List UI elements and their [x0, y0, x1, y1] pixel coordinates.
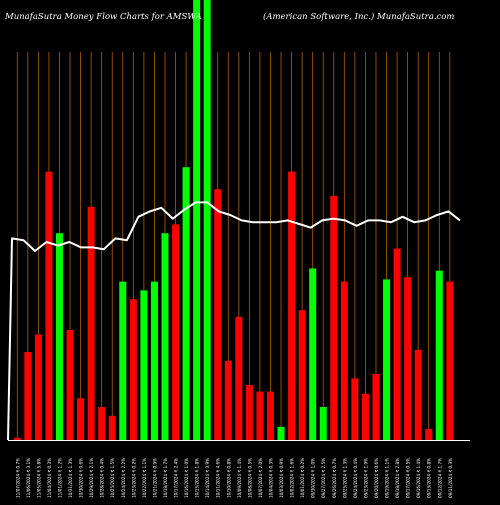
- x-tick-label: 10/21/2024 ₹ 0.9%: [152, 458, 157, 498]
- bar-down: [372, 374, 380, 440]
- x-tick-label: 09/25/2024 ₹ 1.3%: [342, 458, 347, 498]
- bar-up: [435, 270, 443, 440]
- x-tick-label: 09/30/2024 ₹ 1.0%: [311, 458, 316, 498]
- x-tick-label: 09/26/2024 ₹ 0.7%: [332, 458, 337, 498]
- bar-down: [214, 189, 222, 440]
- bar-up: [193, 0, 201, 440]
- bar-down: [340, 281, 348, 440]
- bar-down: [404, 277, 412, 440]
- bar-up: [55, 233, 63, 440]
- x-tick-label: 09/16/2024 ₹ 1.4%: [416, 458, 421, 498]
- bar-up: [277, 426, 285, 440]
- x-tick-label: 10/28/2024 ₹ 0.4%: [100, 458, 105, 498]
- bar-down: [414, 349, 422, 440]
- bar-up: [150, 281, 158, 440]
- x-tick-label: 10/11/2024 ₹ 4.6%: [216, 458, 221, 498]
- x-tick-label: 09/20/2024 ₹ 0.6%: [374, 458, 379, 498]
- bar-down: [45, 171, 53, 440]
- bar-down: [87, 206, 95, 440]
- x-tick-label: 10/18/2024 ₹ 1.7%: [163, 458, 168, 498]
- bar-down: [425, 429, 433, 440]
- x-tick-label: 10/07/2024 ₹ 2.0%: [258, 458, 263, 498]
- x-tick-labels: 11/07/2024 ₹ 0.7% 11/06/2024 ₹ 3.1% 11/05/…: [15, 458, 453, 498]
- bars: [13, 0, 454, 440]
- bar-up: [203, 0, 211, 440]
- x-tick-label: 10/14/2024 ₹ 3.9%: [205, 458, 210, 498]
- bar-up: [182, 167, 190, 440]
- x-tick-label: 09/23/2024 ₹ 1.9%: [363, 458, 368, 498]
- bar-down: [288, 171, 296, 440]
- x-tick-label: 10/16/2024 ₹ 1.0%: [184, 458, 189, 498]
- x-tick-label: 11/04/2024 ₹ 0.3%: [47, 458, 52, 498]
- chart-header-right: (American Software, Inc.) MunafaSutra.co…: [263, 12, 455, 22]
- bar-up: [319, 407, 327, 440]
- bar-up: [161, 233, 169, 440]
- bar-down: [446, 281, 454, 440]
- bar-down: [361, 393, 369, 440]
- x-tick-label: 09/11/2024 ₹ 0.3%: [448, 458, 453, 498]
- x-tick-label: 10/24/2024 ₹ 2.2%: [121, 458, 126, 498]
- x-tick-label: 10/15/2024 ₹ 1.8%: [195, 458, 200, 498]
- x-tick-label: 09/18/2024 ₹ 2.8%: [395, 458, 400, 498]
- bar-down: [13, 437, 21, 440]
- bar-down: [256, 391, 264, 440]
- bar-up: [309, 268, 317, 440]
- x-tick-label: 11/06/2024 ₹ 3.1%: [26, 458, 31, 498]
- x-tick-label: 10/10/2024 ₹ 0.8%: [226, 458, 231, 498]
- x-tick-label: 10/02/2024 ₹ 1.6%: [290, 458, 295, 498]
- x-tick-label: 09/19/2024 ₹ 1.1%: [385, 458, 390, 498]
- x-tick-label: 10/09/2024 ₹ 1.4%: [237, 458, 242, 498]
- bar-down: [98, 407, 106, 440]
- x-tick-label: 11/01/2024 ₹ 1.2%: [58, 458, 63, 498]
- x-tick-label: 11/07/2024 ₹ 0.7%: [15, 458, 20, 498]
- bar-up: [140, 290, 148, 440]
- x-tick-label: 09/27/2024 ₹ 2.5%: [321, 458, 326, 498]
- x-tick-label: 10/03/2024 ₹ 0.9%: [279, 458, 284, 498]
- bar-down: [77, 398, 85, 440]
- x-tick-label: 10/25/2024 ₹ 1.5%: [110, 458, 115, 498]
- bar-down: [266, 391, 274, 440]
- bar-down: [129, 299, 137, 440]
- chart-header-left: MunafaSutra Money Flow Charts for AMSWA: [5, 12, 202, 22]
- bar-down: [108, 415, 116, 440]
- bar-down: [351, 378, 359, 440]
- x-tick-label: 10/22/2024 ₹ 1.1%: [142, 458, 147, 498]
- x-tick-label: 10/17/2024 ₹ 2.4%: [174, 458, 179, 498]
- bar-down: [330, 195, 338, 440]
- bar-down: [66, 330, 74, 440]
- bar-down: [245, 385, 253, 440]
- x-tick-label: 10/01/2024 ₹ 0.2%: [300, 458, 305, 498]
- bar-down: [24, 352, 32, 440]
- bar-down: [224, 360, 232, 440]
- x-tick-label: 10/04/2024 ₹ 0.3%: [269, 458, 274, 498]
- x-tick-label: 09/17/2024 ₹ 0.5%: [406, 458, 411, 498]
- bar-down: [393, 248, 401, 440]
- money-flow-line: [7, 201, 461, 441]
- x-tick-label: 10/29/2024 ₹ 2.1%: [89, 458, 94, 498]
- bar-down: [298, 310, 306, 440]
- x-tick-label: 09/24/2024 ₹ 0.4%: [353, 458, 358, 498]
- x-tick-label: 09/12/2024 ₹ 1.7%: [437, 458, 442, 498]
- x-tick-label: 09/13/2024 ₹ 0.8%: [427, 458, 432, 498]
- bar-up: [383, 279, 391, 440]
- bar-up: [119, 281, 127, 440]
- x-tick-label: 10/08/2024 ₹ 0.5%: [247, 458, 252, 498]
- bar-down: [34, 334, 42, 440]
- x-tick-label: 10/31/2024 ₹ 1.3%: [68, 458, 73, 498]
- x-tick-label: 10/30/2024 ₹ 0.6%: [79, 458, 84, 498]
- bar-down: [172, 224, 180, 440]
- x-tick-label: 11/05/2024 ₹ 5.8%: [36, 458, 41, 498]
- bar-down: [235, 316, 243, 440]
- money-flow-line-group: [7, 201, 461, 441]
- x-tick-label: 10/23/2024 ₹ 0.2%: [131, 458, 136, 498]
